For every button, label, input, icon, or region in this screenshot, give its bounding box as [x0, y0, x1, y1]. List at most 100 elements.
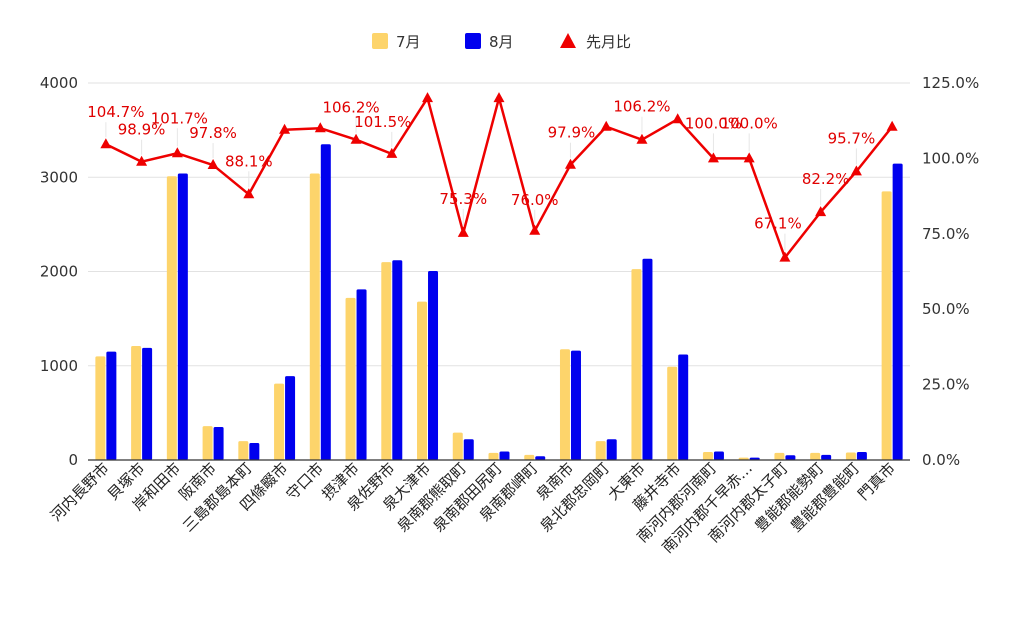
- bar-7月: [881, 191, 892, 460]
- bar-8月: [570, 350, 581, 460]
- ratio-data-label: 97.8%: [189, 124, 237, 142]
- bar-8月: [713, 451, 724, 460]
- bar-8月: [606, 439, 617, 460]
- bar-7月: [274, 383, 285, 460]
- ratio-marker: [636, 133, 648, 144]
- ratio-marker: [207, 159, 219, 170]
- bar-8月: [892, 163, 903, 461]
- bar-8月: [285, 376, 296, 460]
- ratio-data-labels: 104.7%98.9%101.7%97.8%88.1%106.2%101.5%7…: [87, 98, 875, 251]
- bar-7月: [524, 454, 535, 460]
- right-tick-label: 125.0%: [922, 74, 979, 92]
- bar-7月: [417, 301, 428, 460]
- ratio-marker: [779, 251, 791, 262]
- bar-8月: [106, 351, 117, 460]
- bar-7月: [345, 297, 356, 460]
- ratio-data-label: 101.5%: [354, 113, 411, 131]
- bar-7月: [559, 349, 570, 460]
- ratio-marker: [672, 113, 684, 124]
- bar-7月: [381, 262, 392, 460]
- ratio-marker: [850, 165, 862, 176]
- ratio-data-label: 106.2%: [322, 99, 379, 117]
- bar-8月: [392, 260, 403, 460]
- ratio-marker: [422, 92, 434, 103]
- ratio-data-label: 95.7%: [828, 129, 876, 147]
- ratio-marker: [136, 155, 148, 166]
- bar-7月: [488, 452, 499, 460]
- bar-8月: [499, 451, 510, 460]
- ratio-data-label: 97.9%: [548, 124, 596, 142]
- ratio-marker: [815, 206, 827, 217]
- ratio-data-label: 100.0%: [685, 114, 742, 132]
- ratio-data-label: 76.0%: [511, 191, 559, 209]
- ratio-marker: [279, 123, 291, 134]
- right-tick-label: 50.0%: [922, 300, 970, 318]
- bar-7月: [845, 452, 856, 460]
- bar-7月: [131, 345, 142, 460]
- ratio-data-label: 100.0%: [721, 114, 778, 132]
- bar-7月: [309, 173, 320, 461]
- bar-7月: [810, 452, 821, 460]
- left-axis-ticks: 0 1000 2000 3000 4000: [40, 74, 78, 469]
- ratio-marker: [457, 226, 469, 237]
- bar-8月: [428, 271, 439, 460]
- ratio-marker: [350, 133, 362, 144]
- bar-8月: [356, 289, 367, 460]
- bar-7月: [774, 452, 785, 460]
- ratio-data-label: 106.2%: [613, 98, 670, 116]
- category-labels: 河内長野市貝塚市岸和田市阪南市三島郡島本町四條畷市守口市摂津市泉佐野市泉大津市泉…: [47, 459, 899, 557]
- ratio-line: [100, 92, 898, 262]
- ratio-marker: [100, 138, 112, 149]
- category-label: 門真市: [854, 459, 899, 504]
- legend-label-7月: 7月: [396, 33, 421, 51]
- bar-7月: [667, 366, 678, 460]
- right-tick-label: 0.0%: [922, 451, 960, 469]
- bar-8月: [142, 347, 153, 460]
- ratio-marker: [707, 152, 719, 163]
- bar-7月: [595, 441, 606, 460]
- ratio-data-label: 98.9%: [118, 121, 166, 139]
- bar-8月: [177, 173, 188, 461]
- bar-8月: [642, 258, 653, 460]
- bar-8月: [535, 456, 546, 460]
- ratio-marker: [243, 188, 255, 199]
- ratio-data-label: 88.1%: [225, 152, 273, 170]
- left-tick-label: 3000: [40, 168, 78, 186]
- ratio-marker: [529, 224, 541, 235]
- ratio-data-label: 67.1%: [754, 215, 802, 233]
- legend-label-8月: 8月: [489, 33, 514, 51]
- left-tick-label: 1000: [40, 357, 78, 375]
- bar-8月: [821, 454, 832, 460]
- bar-7月: [631, 269, 642, 460]
- left-tick-label: 4000: [40, 74, 78, 92]
- bar-8月: [213, 427, 224, 460]
- bar-7月: [702, 451, 713, 460]
- bar-8月: [856, 451, 867, 460]
- legend: 7月 8月 先月比: [372, 33, 631, 51]
- bar-7月: [202, 426, 213, 460]
- ratio-marker: [600, 120, 612, 131]
- ratio-data-label: 101.7%: [151, 109, 208, 127]
- legend-swatch-先月比: [560, 33, 576, 48]
- bar-7月: [95, 356, 106, 460]
- left-tick-label: 2000: [40, 263, 78, 281]
- bar-8月: [785, 455, 796, 460]
- grid-lines: [88, 82, 910, 367]
- legend-label-先月比: 先月比: [586, 33, 631, 51]
- right-tick-label: 25.0%: [922, 376, 970, 394]
- bars: [95, 144, 903, 461]
- left-tick-label: 0: [68, 451, 78, 469]
- ratio-marker: [564, 158, 576, 169]
- bar-7月: [166, 176, 177, 460]
- category-label: 河内長野市: [47, 459, 113, 525]
- ratio-marker: [314, 122, 326, 133]
- ratio-data-label: 104.7%: [87, 103, 144, 121]
- bar-8月: [678, 354, 689, 460]
- bar-8月: [463, 439, 474, 460]
- bar-7月: [238, 441, 249, 460]
- bar-7月: [452, 432, 463, 460]
- ratio-data-label: 75.3%: [439, 190, 487, 208]
- legend-swatch-8月: [465, 33, 481, 49]
- category-label: 守口市: [283, 459, 328, 504]
